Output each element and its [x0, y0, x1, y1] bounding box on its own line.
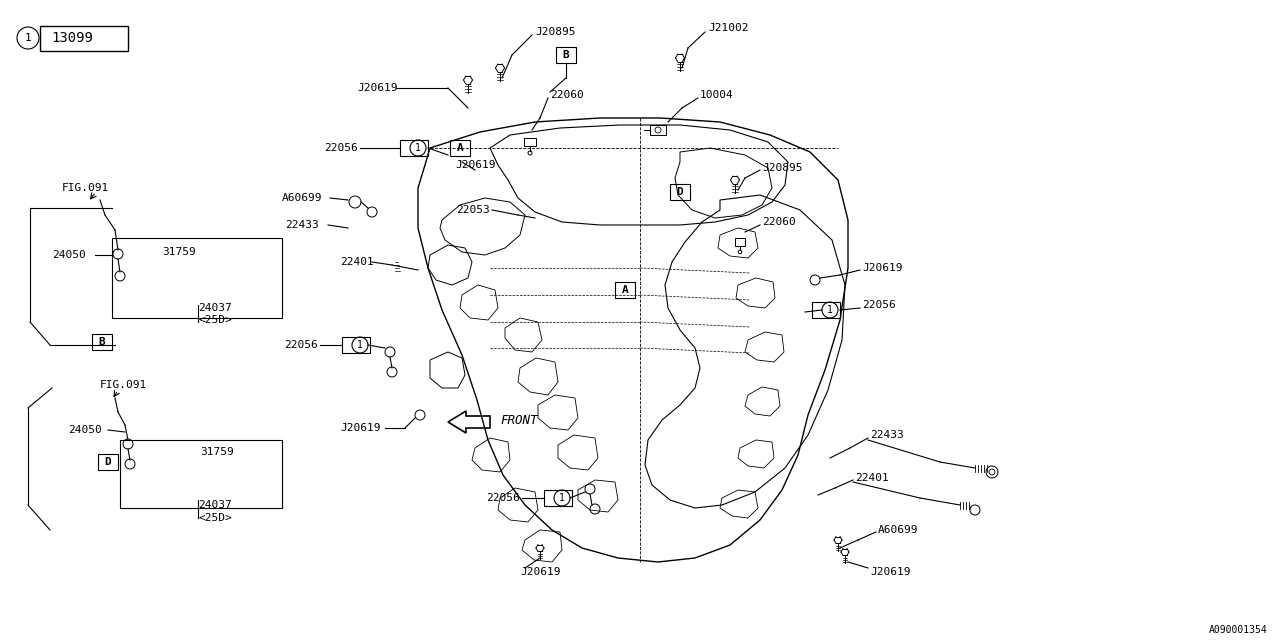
- Bar: [524, 138, 536, 146]
- Text: 31759: 31759: [163, 247, 196, 257]
- Text: FRONT: FRONT: [500, 413, 538, 426]
- Bar: [342, 337, 370, 353]
- Text: 22056: 22056: [324, 143, 358, 153]
- Bar: [92, 334, 113, 350]
- Text: FIG.091: FIG.091: [100, 380, 147, 390]
- Text: 22056: 22056: [861, 300, 896, 310]
- Text: 22056: 22056: [284, 340, 317, 350]
- Text: 1: 1: [357, 340, 364, 350]
- Text: 13099: 13099: [51, 31, 93, 45]
- Text: 22060: 22060: [762, 217, 796, 227]
- Text: J20619: J20619: [520, 567, 561, 577]
- Bar: [544, 490, 572, 506]
- Bar: [556, 47, 576, 63]
- Bar: [735, 239, 745, 246]
- Text: <25D>: <25D>: [198, 513, 232, 523]
- Text: A: A: [622, 285, 628, 295]
- Bar: [451, 140, 470, 156]
- Text: D: D: [105, 457, 111, 467]
- Text: 24050: 24050: [52, 250, 86, 260]
- Text: 31759: 31759: [200, 447, 234, 457]
- Text: FIG.091: FIG.091: [61, 183, 109, 193]
- Text: 1: 1: [24, 33, 32, 43]
- Text: J20895: J20895: [762, 163, 803, 173]
- Text: <25D>: <25D>: [198, 315, 232, 325]
- Text: 24037: 24037: [198, 500, 232, 510]
- Text: 22401: 22401: [855, 473, 888, 483]
- Text: A090001354: A090001354: [1210, 625, 1268, 635]
- Bar: [614, 282, 635, 298]
- Text: J20619: J20619: [340, 423, 380, 433]
- Text: 10004: 10004: [700, 90, 733, 100]
- Bar: [113, 238, 282, 318]
- Text: 22056: 22056: [486, 493, 520, 503]
- Text: 1: 1: [415, 143, 421, 153]
- Text: D: D: [677, 187, 684, 197]
- Text: 24050: 24050: [68, 425, 101, 435]
- Text: 22433: 22433: [285, 220, 319, 230]
- Text: 1: 1: [827, 305, 833, 315]
- Bar: [40, 26, 128, 51]
- Bar: [669, 184, 690, 200]
- Text: J21002: J21002: [708, 23, 749, 33]
- Text: J20619: J20619: [357, 83, 398, 93]
- Text: J20619: J20619: [454, 160, 495, 170]
- Text: 1: 1: [559, 493, 564, 503]
- Text: J20619: J20619: [870, 567, 910, 577]
- Bar: [120, 440, 282, 508]
- Text: J20895: J20895: [535, 27, 576, 37]
- Text: 22060: 22060: [550, 90, 584, 100]
- Text: 22433: 22433: [870, 430, 904, 440]
- Text: B: B: [99, 337, 105, 347]
- Text: A60699: A60699: [878, 525, 919, 535]
- Bar: [650, 125, 666, 135]
- Text: 22053: 22053: [456, 205, 490, 215]
- Text: A60699: A60699: [282, 193, 323, 203]
- Text: J20619: J20619: [861, 263, 902, 273]
- Bar: [812, 302, 840, 318]
- Bar: [99, 454, 118, 470]
- Text: A: A: [457, 143, 463, 153]
- Text: 22401: 22401: [340, 257, 374, 267]
- Text: B: B: [563, 50, 570, 60]
- Text: 24037: 24037: [198, 303, 232, 313]
- Bar: [401, 140, 428, 156]
